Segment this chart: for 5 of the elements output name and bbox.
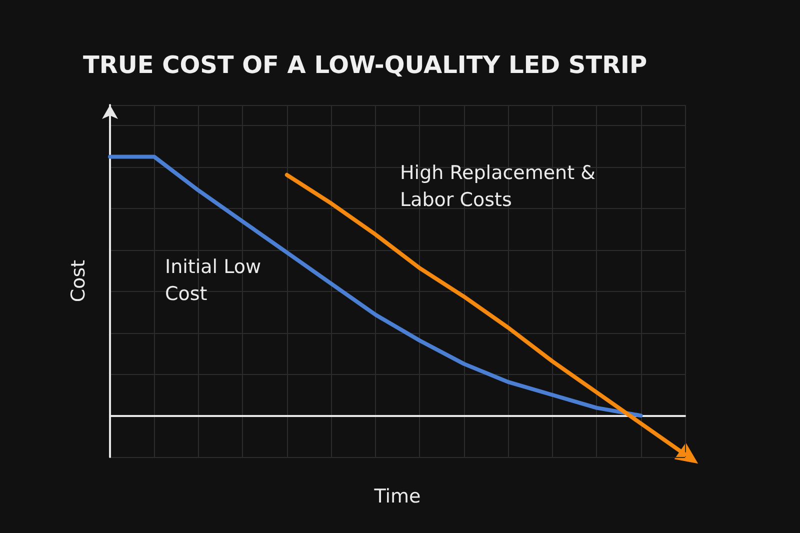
y-axis-title: Cost	[68, 260, 90, 302]
chart-title: TRUE COST OF A LOW-QUALITY LED STRIP	[83, 51, 648, 79]
x-axis-title: Time	[373, 486, 421, 508]
annotation: High Replacement & Labor Costs	[400, 161, 596, 213]
annotation: Initial Low Cost	[165, 255, 262, 307]
